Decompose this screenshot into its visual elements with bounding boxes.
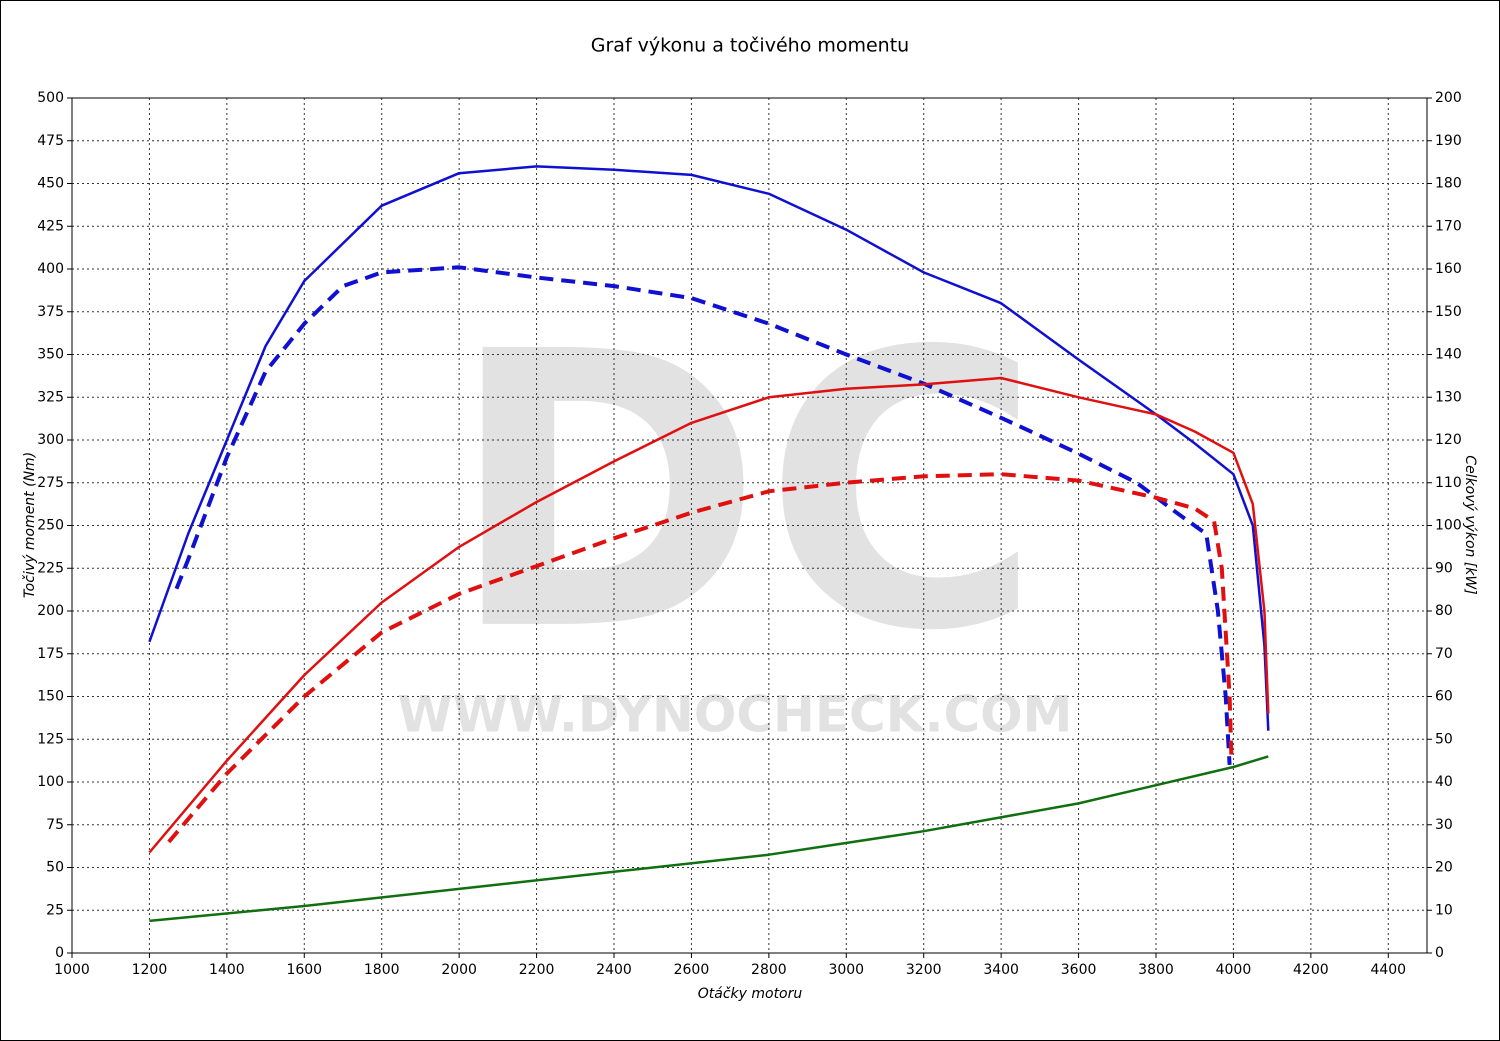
x-tick-label: 1200 xyxy=(132,962,168,978)
y-axis-label: Točivý moment (Nm) xyxy=(22,452,38,598)
x-axis-label: Otáčky motoru xyxy=(698,986,803,1002)
y-tick-label: 425 xyxy=(37,218,64,234)
x-tick-label: 2400 xyxy=(596,962,632,978)
y2-tick-label: 190 xyxy=(1435,133,1462,149)
y-tick-label: 150 xyxy=(37,689,64,705)
x-tick-label: 3800 xyxy=(1138,962,1174,978)
y-tick-label: 175 xyxy=(37,646,64,662)
chart-title: Graf výkonu a točivého momentu xyxy=(591,35,909,57)
y-tick-label: 500 xyxy=(37,90,64,106)
x-tick-label: 1600 xyxy=(286,962,322,978)
y-tick-label: 450 xyxy=(37,176,64,192)
y-tick-label: 300 xyxy=(37,432,64,448)
x-tick-label: 2200 xyxy=(519,962,555,978)
y2-tick-label: 20 xyxy=(1435,860,1453,876)
x-tick-label: 3400 xyxy=(983,962,1019,978)
y-tick-label: 125 xyxy=(37,731,64,747)
x-tick-label: 2800 xyxy=(751,962,787,978)
y2-axis-label: Celkový výkon [kW] xyxy=(1462,455,1478,594)
x-tick-label: 1000 xyxy=(54,962,90,978)
y2-tick-label: 100 xyxy=(1435,518,1462,534)
y2-tick-label: 170 xyxy=(1435,218,1462,234)
y-tick-label: 225 xyxy=(37,560,64,576)
watermark-logo: DC xyxy=(448,271,1042,714)
y2-tick-label: 130 xyxy=(1435,389,1462,405)
y-tick-label: 475 xyxy=(37,133,64,149)
y2-tick-label: 50 xyxy=(1435,731,1453,747)
y2-tick-label: 200 xyxy=(1435,90,1462,106)
y2-tick-label: 90 xyxy=(1435,560,1453,576)
series-line xyxy=(148,376,1270,854)
x-tick-label: 1800 xyxy=(364,962,400,978)
x-tick-label: 2600 xyxy=(674,962,710,978)
y-tick-label: 375 xyxy=(37,304,64,320)
x-tick-label: 1400 xyxy=(209,962,245,978)
y-tick-label: 250 xyxy=(37,518,64,534)
y2-tick-label: 180 xyxy=(1435,176,1462,192)
y2-tick-label: 10 xyxy=(1435,902,1453,918)
x-tick-label: 4200 xyxy=(1293,962,1329,978)
y2-tick-label: 0 xyxy=(1435,945,1444,961)
y-tick-label: 75 xyxy=(46,817,64,833)
y2-tick-label: 150 xyxy=(1435,304,1462,320)
series-line xyxy=(174,265,1232,766)
x-tick-label: 2000 xyxy=(441,962,477,978)
y-tick-label: 200 xyxy=(37,603,64,619)
y-tick-label: 100 xyxy=(37,774,64,790)
y2-tick-label: 160 xyxy=(1435,261,1462,277)
series-line xyxy=(148,165,1270,731)
y2-tick-label: 110 xyxy=(1435,475,1462,491)
y-tick-label: 275 xyxy=(37,475,64,491)
y2-tick-label: 140 xyxy=(1435,347,1462,363)
y-tick-label: 400 xyxy=(37,261,64,277)
plot-border xyxy=(71,97,1428,954)
y-tick-label: 325 xyxy=(37,389,64,405)
x-tick-label: 3000 xyxy=(828,962,864,978)
y-tick-label: 350 xyxy=(37,347,64,363)
x-tick-label: 4000 xyxy=(1216,962,1252,978)
y2-tick-label: 40 xyxy=(1435,774,1453,790)
series-line xyxy=(167,472,1234,844)
y-tick-label: 0 xyxy=(55,945,64,961)
x-tick-label: 3600 xyxy=(1061,962,1097,978)
y2-tick-label: 80 xyxy=(1435,603,1453,619)
y-tick-label: 25 xyxy=(46,902,64,918)
y2-tick-label: 120 xyxy=(1435,432,1462,448)
y2-tick-label: 60 xyxy=(1435,689,1453,705)
x-tick-label: 4400 xyxy=(1370,962,1406,978)
x-tick-label: 3200 xyxy=(906,962,942,978)
y2-tick-label: 70 xyxy=(1435,646,1453,662)
y-tick-label: 50 xyxy=(46,860,64,876)
y2-tick-label: 30 xyxy=(1435,817,1453,833)
series-line xyxy=(149,755,1269,923)
watermark-url: WWW.DYNOCHECK.COM xyxy=(398,686,1073,744)
